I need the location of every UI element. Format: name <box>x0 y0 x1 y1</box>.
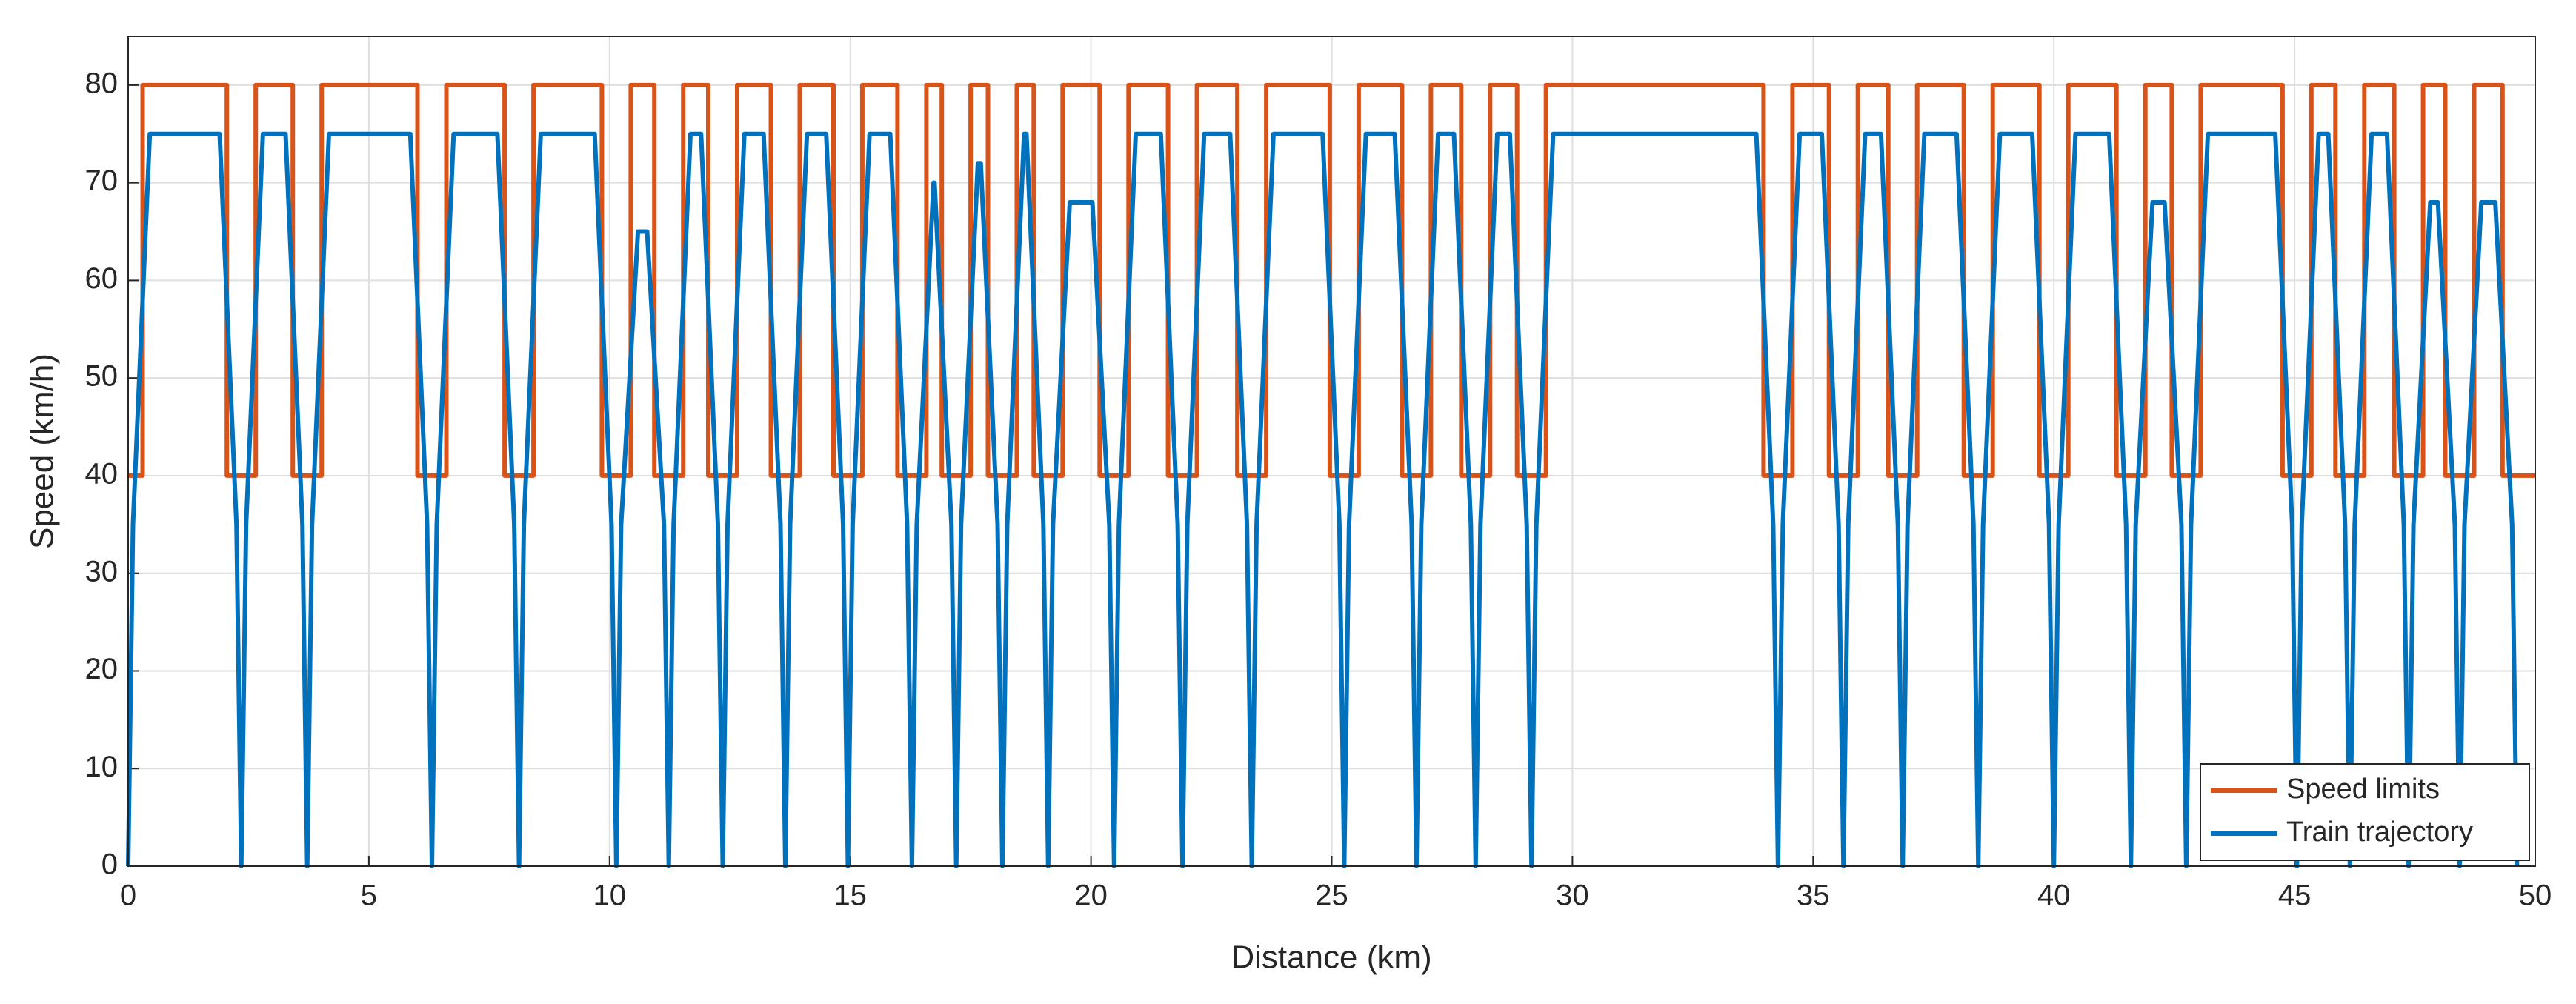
y-tick-label: 30 <box>85 555 119 588</box>
legend-box <box>2200 763 2530 861</box>
x-tick-label: 10 <box>593 880 627 912</box>
y-tick-label: 80 <box>85 67 119 99</box>
x-tick-label: 30 <box>1556 880 1589 912</box>
x-tick-label: 20 <box>1074 880 1108 912</box>
y-tick-label: 20 <box>85 653 119 685</box>
legend-label: Train trajectory <box>2286 817 2473 848</box>
x-tick-label: 15 <box>833 880 867 912</box>
y-tick-label: 10 <box>85 751 119 783</box>
x-tick-label: 25 <box>1315 880 1348 912</box>
x-tick-label: 45 <box>2278 880 2312 912</box>
y-axis-label: Speed (km/h) <box>24 353 61 549</box>
legend-label: Speed limits <box>2286 774 2440 805</box>
x-tick-label: 0 <box>120 880 136 912</box>
y-tick-label: 40 <box>85 458 119 491</box>
y-tick-label: 70 <box>85 164 119 197</box>
y-tick-label: 60 <box>85 262 119 295</box>
data-line <box>128 82 2535 478</box>
y-tick-label: 50 <box>85 360 119 393</box>
x-tick-label: 50 <box>2519 880 2552 912</box>
x-tick-label: 40 <box>2037 880 2071 912</box>
y-tick-label: 0 <box>101 848 118 881</box>
plot-frame <box>127 36 2536 867</box>
x-axis-label: Distance (km) <box>1231 940 1431 976</box>
x-tick-label: 35 <box>1797 880 1830 912</box>
x-tick-label: 5 <box>361 880 377 912</box>
